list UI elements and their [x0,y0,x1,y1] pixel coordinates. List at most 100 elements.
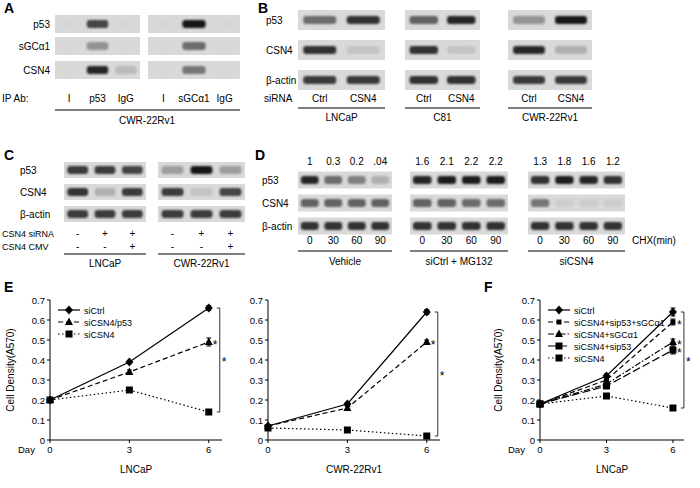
legend-label: siCSN4 [84,330,115,340]
bracket-cap [681,408,684,409]
plot-area [264,308,431,440]
row-label: CSN4 [20,187,47,198]
legend-label: siCSN4 [574,354,605,364]
significance: * [440,369,445,383]
band [58,20,80,28]
quant-label: 1 [307,156,313,167]
x-tick [426,440,427,443]
series-line [50,308,209,400]
panel-label: C [4,147,14,163]
y-tick-label: 0.7 [250,295,263,306]
band [161,210,183,218]
group-label: Vehicle [329,256,362,267]
y-tick [265,420,268,421]
quant-label: 0.2 [350,156,364,167]
panel-label: A [4,0,14,16]
bracket [217,308,220,412]
marker [537,401,544,408]
band [87,66,109,74]
lane-label: sGCα1 [178,93,210,104]
band [95,166,116,174]
band [190,210,212,218]
y-tick-label: 0.3 [522,375,535,386]
x-tick-label: 3 [345,444,350,455]
bracket [410,251,508,252]
lane-label: CSN4 [448,93,475,104]
y-tick [47,340,50,341]
y-tick-label: 0.6 [522,315,535,326]
panel-label: F [484,279,493,295]
marker [264,422,272,431]
band [95,210,116,218]
y-tick-label: 0.2 [522,395,535,406]
marker [557,320,562,325]
y-tick [47,360,50,361]
y-tick-label: 0 [530,435,535,446]
y-tick [47,380,50,381]
series-line [268,342,427,426]
blot-strip [55,61,140,79]
bracket-cap [681,312,684,313]
lane-label: Ctrl [312,93,328,104]
marker [205,304,213,313]
blot-strip [528,218,625,235]
band [513,16,545,24]
legend-label: siCSN4+sGCα1 [574,330,638,340]
series-line [540,312,673,404]
marker [265,425,272,432]
lane-title: siRNA [264,93,293,104]
lane-label: Ctrl [416,93,432,104]
cell-line: CWR-22Rv1 [173,258,230,269]
y-tick-label: 0.2 [32,395,45,406]
sign: + [228,228,234,239]
marker [537,401,544,408]
band [122,166,143,174]
band [303,76,336,84]
quant-label: 0.3 [326,156,340,167]
band [152,42,175,50]
y-tick-label: 0.6 [32,315,45,326]
sign: + [228,241,234,252]
lane-label: Ctrl [521,93,537,104]
marker [423,338,431,346]
marker [556,343,563,350]
band [122,188,143,196]
y-tick-label: 0.3 [32,375,45,386]
band [555,222,573,230]
marker [344,427,351,434]
blot-strip [528,172,625,189]
marker [46,396,54,404]
row-label: CSN4 [23,65,50,76]
band [58,42,80,50]
band [152,20,175,28]
cell-line: LNCaP [89,258,122,269]
band [348,199,366,207]
error-cap [670,325,675,326]
blot-strip [298,10,385,30]
plot-area [46,304,213,416]
x-tick-label: 6 [670,444,675,455]
band [219,188,241,196]
x-tick [672,440,673,443]
bracket [508,108,592,109]
band [579,199,597,207]
y-tick [47,420,50,421]
background [0,0,700,488]
x-tick [540,440,541,443]
marker [538,402,543,407]
x-axis [50,440,222,441]
y-tick-label: 0.4 [250,355,263,366]
marker [125,368,133,376]
y-axis-label: Cell Density(A570) [5,328,16,411]
band [531,199,549,207]
band [213,20,236,28]
y-tick [265,360,268,361]
y-tick-label: 0.5 [522,335,535,346]
quant-label: 1.6 [415,156,429,167]
blot-strip [298,172,392,189]
blot-strip [64,162,146,178]
band [447,16,476,24]
band [555,46,587,54]
y-tick-label: 0.3 [250,375,263,386]
band [555,199,573,207]
